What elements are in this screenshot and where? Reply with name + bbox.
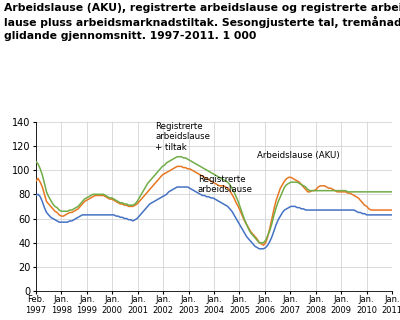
Text: Arbeidslause (AKU): Arbeidslause (AKU) bbox=[257, 151, 339, 160]
Text: Arbeidslause (AKU), registrerte arbeidslause og registrerte arbeids-
lause pluss: Arbeidslause (AKU), registrerte arbeidsl… bbox=[4, 3, 400, 41]
Text: Registrerte
arbeidslause: Registrerte arbeidslause bbox=[198, 175, 253, 194]
Text: Registrerte
arbeidslause
+ tiltak: Registrerte arbeidslause + tiltak bbox=[155, 122, 210, 152]
